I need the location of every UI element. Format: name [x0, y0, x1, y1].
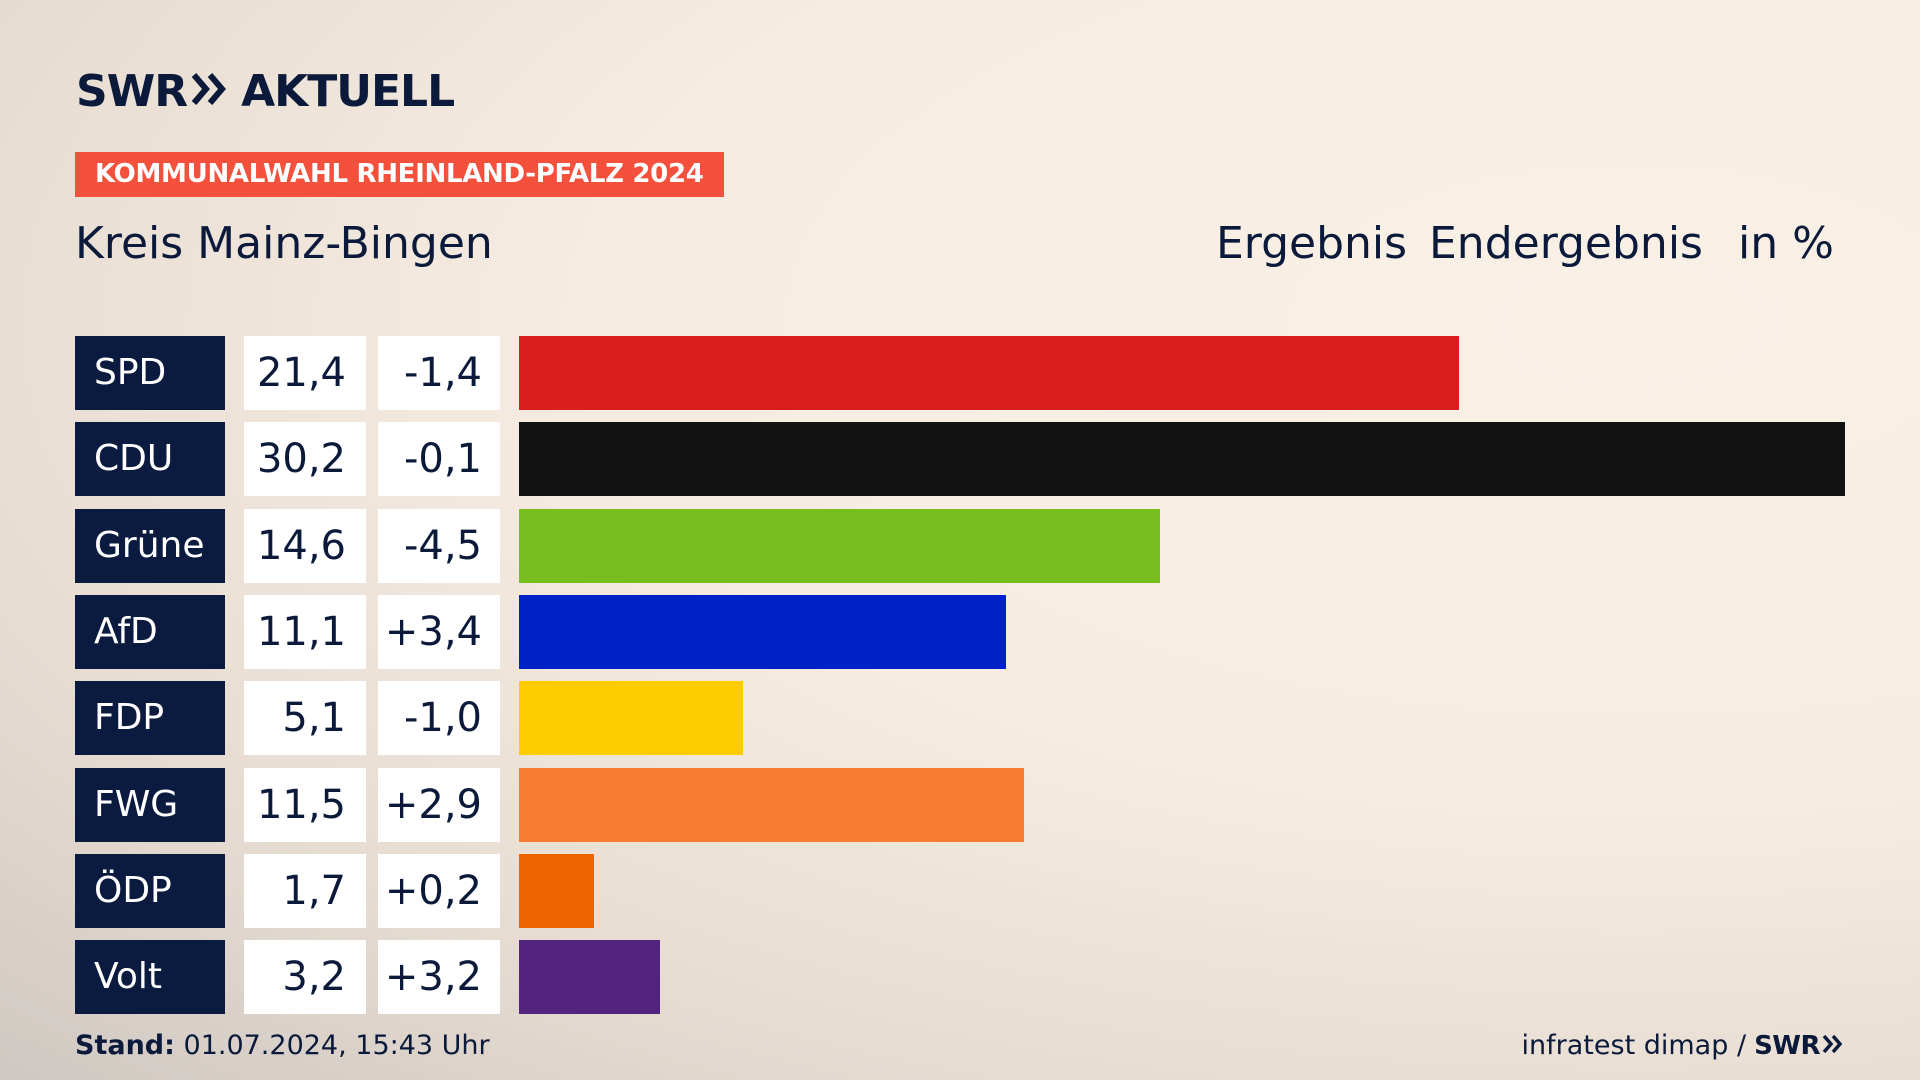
stand-label: Stand: [75, 1030, 175, 1061]
result-row: Grüne 14,6 -4,5 [0, 509, 1920, 583]
result-bar [519, 336, 1459, 410]
result-bar [519, 595, 1006, 669]
result-value: 30,2 [244, 422, 366, 496]
result-change: -1,0 [378, 681, 500, 755]
result-bar [519, 422, 1845, 496]
result-change: +2,9 [378, 768, 500, 842]
result-bar [519, 940, 660, 1014]
party-label: AfD [75, 595, 225, 669]
election-tagline: KOMMUNALWAHL RHEINLAND-PFALZ 2024 [75, 152, 724, 197]
result-row: SPD 21,4 -1,4 [0, 336, 1920, 410]
result-change: -1,4 [378, 336, 500, 410]
party-label: Volt [75, 940, 225, 1014]
result-row: ÖDP 1,7 +0,2 [0, 854, 1920, 928]
party-label: SPD [75, 336, 225, 410]
party-label: FDP [75, 681, 225, 755]
header-endergebnis: Endergebnis [1429, 218, 1703, 269]
party-label: ÖDP [75, 854, 225, 928]
source-text: infratest dimap / [1521, 1030, 1747, 1061]
region-title: Kreis Mainz-Bingen [75, 218, 493, 269]
result-change: -4,5 [378, 509, 500, 583]
result-value: 11,5 [244, 768, 366, 842]
swr-aktuell-logo: SWR AKTUELL [76, 65, 455, 117]
stand-value: 01.07.2024, 15:43 Uhr [183, 1030, 490, 1061]
result-value: 11,1 [244, 595, 366, 669]
result-value: 1,7 [244, 854, 366, 928]
result-value: 3,2 [244, 940, 366, 1014]
result-row: AfD 11,1 +3,4 [0, 595, 1920, 669]
logo-swr-text: SWR [76, 65, 188, 117]
source-credit: infratest dimap / SWR [1522, 1030, 1844, 1061]
party-label: FWG [75, 768, 225, 842]
party-label: CDU [75, 422, 225, 496]
result-bar [519, 681, 743, 755]
result-bar [519, 768, 1024, 842]
result-change: -0,1 [378, 422, 500, 496]
result-row: FDP 5,1 -1,0 [0, 681, 1920, 755]
header-ergebnis: Ergebnis [1216, 218, 1408, 269]
footer-swr-logo: SWR [1754, 1030, 1820, 1061]
header-unit: in % [1738, 218, 1834, 269]
result-value: 14,6 [244, 509, 366, 583]
result-change: +3,4 [378, 595, 500, 669]
result-row: CDU 30,2 -0,1 [0, 422, 1920, 496]
logo-aktuell-text: AKTUELL [241, 65, 455, 117]
result-row: FWG 11,5 +2,9 [0, 768, 1920, 842]
timestamp: Stand: 01.07.2024, 15:43 Uhr [75, 1030, 490, 1061]
party-label: Grüne [75, 509, 225, 583]
result-change: +0,2 [378, 854, 500, 928]
result-value: 5,1 [244, 681, 366, 755]
result-value: 21,4 [244, 336, 366, 410]
double-chevron-icon [191, 72, 227, 110]
result-change: +3,2 [378, 940, 500, 1014]
footer-double-chevron-icon [1822, 1030, 1844, 1061]
result-bar [519, 509, 1160, 583]
result-row: Volt 3,2 +3,2 [0, 940, 1920, 1014]
result-bar [519, 854, 594, 928]
